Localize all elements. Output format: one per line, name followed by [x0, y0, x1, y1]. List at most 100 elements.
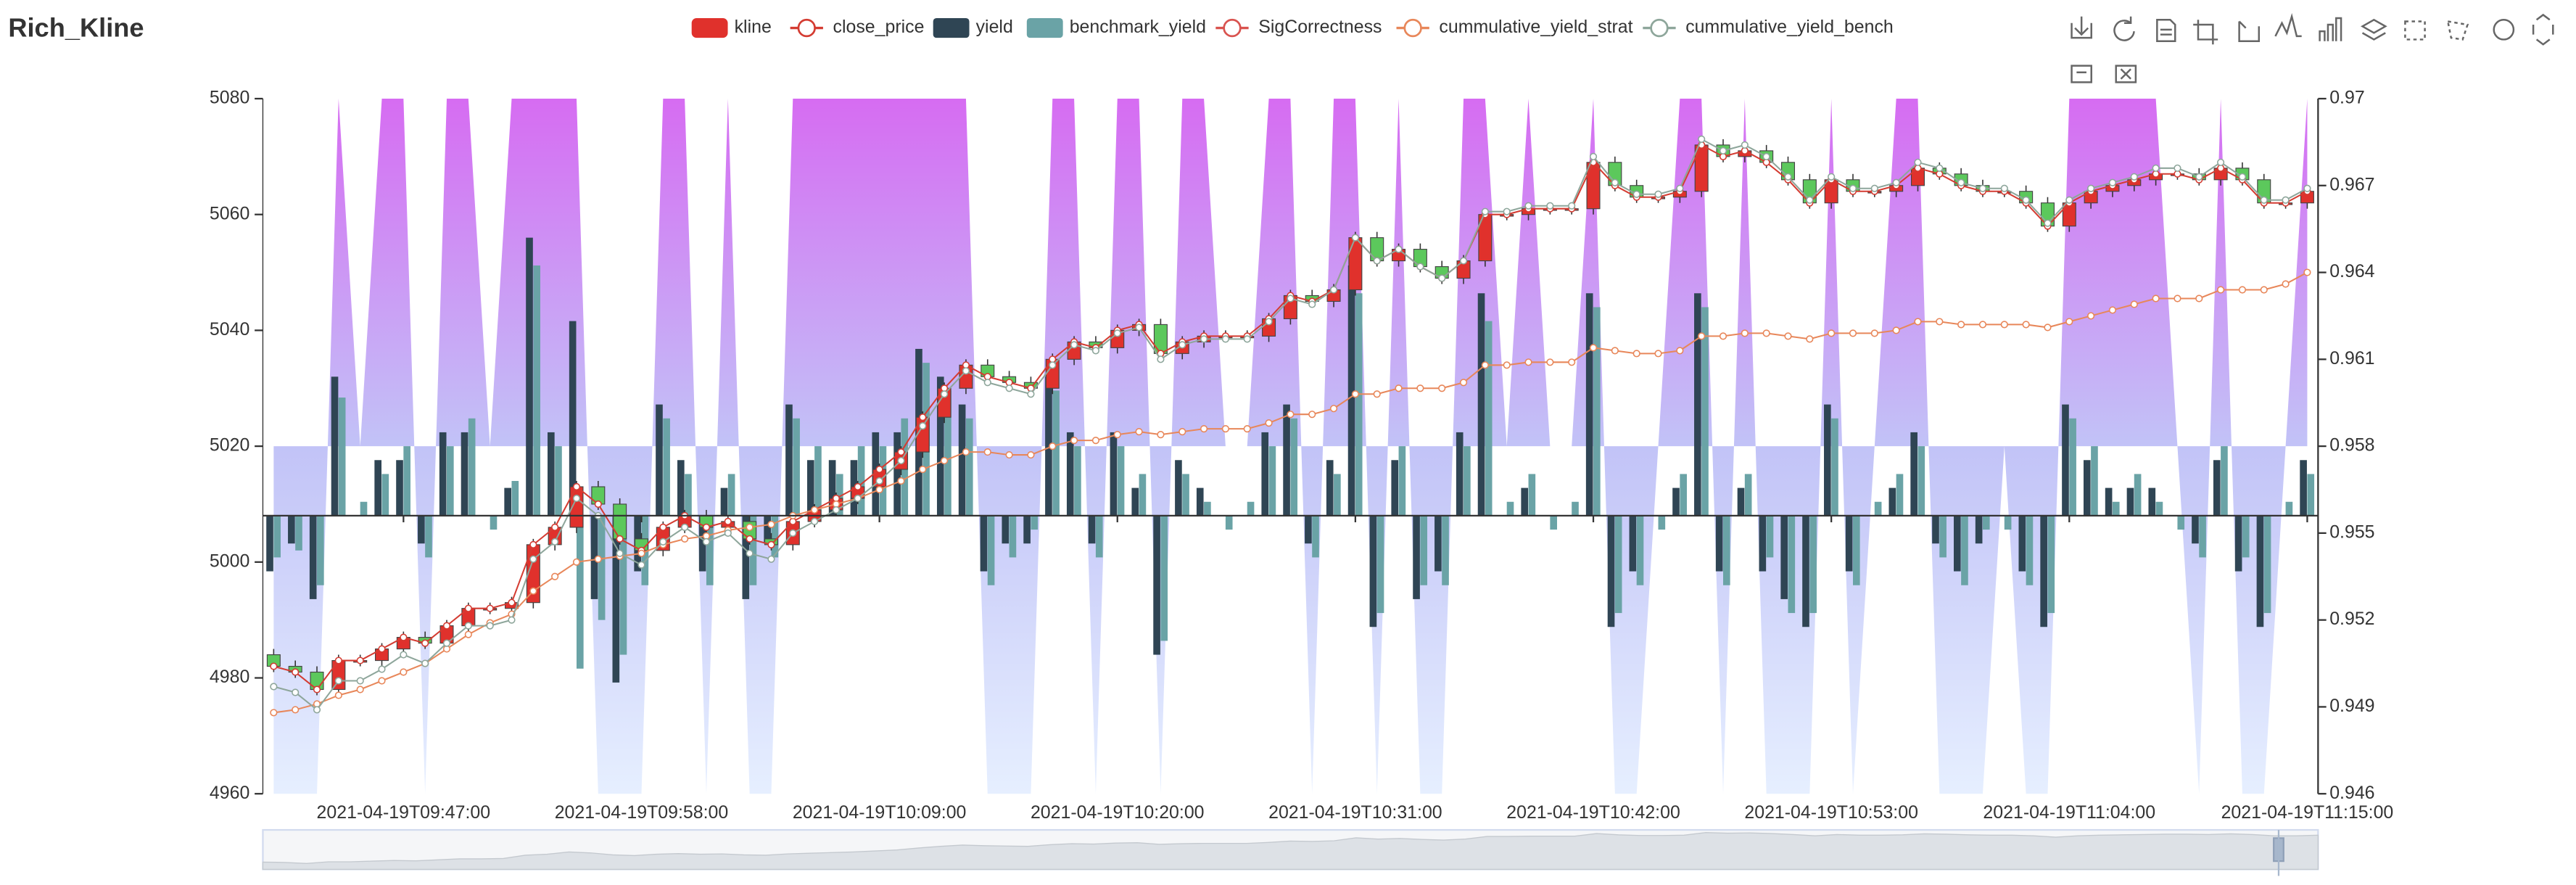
- line-marker: [1914, 158, 1922, 166]
- bar: [677, 460, 685, 516]
- bar: [2018, 515, 2026, 572]
- bar: [814, 446, 822, 516]
- line-marker: [2303, 184, 2311, 192]
- toolbox-icon[interactable]: [2446, 20, 2469, 41]
- bar: [706, 515, 714, 585]
- line-marker: [1243, 335, 1251, 343]
- toolbox-icon[interactable]: [2113, 16, 2135, 41]
- line-marker: [1957, 321, 1965, 329]
- toolbox-icon[interactable]: [2238, 20, 2261, 42]
- line-marker: [637, 549, 645, 557]
- bar: [1759, 515, 1767, 572]
- bar: [2026, 515, 2034, 585]
- bar: [490, 515, 498, 530]
- line-marker: [572, 494, 581, 503]
- line-marker: [854, 494, 862, 503]
- bar: [1477, 293, 1485, 516]
- toolbox-icon[interactable]: [2404, 20, 2426, 41]
- line-marker: [1438, 384, 1446, 392]
- bar: [2062, 404, 2069, 516]
- line-marker: [2238, 173, 2247, 181]
- toolbox-icon[interactable]: [2156, 19, 2176, 42]
- toolbox-icon[interactable]: [2071, 65, 2092, 83]
- bar: [742, 515, 750, 599]
- line-marker: [2044, 324, 2052, 332]
- bar: [2307, 474, 2315, 516]
- line-marker: [1091, 437, 1100, 445]
- line-marker: [919, 413, 927, 421]
- line-marker: [1178, 428, 1186, 436]
- toolbox-icon[interactable]: [2360, 18, 2387, 41]
- bar: [2199, 515, 2206, 558]
- bar: [727, 474, 735, 516]
- line-marker: [2174, 164, 2181, 172]
- line-marker: [1243, 425, 1251, 433]
- line-marker: [897, 456, 905, 465]
- bar: [2134, 474, 2142, 516]
- toolbox-icon[interactable]: [2319, 17, 2342, 41]
- bar: [1009, 515, 1017, 558]
- candle-body: [331, 659, 346, 691]
- bar: [1131, 487, 1139, 516]
- y2-tick-label: 0.946: [2329, 783, 2374, 803]
- line-marker: [334, 691, 342, 699]
- bar: [1326, 460, 1334, 516]
- bar: [656, 404, 663, 516]
- bar: [1196, 487, 1204, 516]
- legend-label: SigCorrectness: [1258, 17, 1382, 37]
- toolbox-icon[interactable]: [2532, 13, 2554, 46]
- bar: [1550, 515, 1557, 530]
- bar: [1247, 501, 1255, 516]
- line-marker: [1157, 431, 1165, 439]
- x-tick-label: 2021-04-19T10:09:00: [793, 802, 967, 823]
- candle-body: [1586, 162, 1601, 210]
- bar: [1391, 460, 1399, 516]
- bar: [619, 515, 627, 655]
- bar: [1305, 515, 1312, 544]
- x-tick-label: 2021-04-19T11:15:00: [2221, 802, 2394, 823]
- line-marker: [1568, 358, 1576, 366]
- bar: [2155, 501, 2163, 516]
- bar: [2004, 515, 2012, 530]
- toolbox-icon[interactable]: [2193, 20, 2218, 45]
- line-marker: [1784, 332, 1792, 340]
- line-marker: [1200, 425, 1208, 433]
- line-marker: [811, 506, 819, 514]
- bar: [1961, 515, 1968, 585]
- bar: [2300, 460, 2307, 516]
- bar: [1932, 515, 1939, 544]
- x-tick-label: 2021-04-19T10:20:00: [1031, 802, 1205, 823]
- line-marker: [1091, 347, 1100, 355]
- bar: [936, 376, 944, 516]
- toolbox-icon[interactable]: [2115, 65, 2137, 83]
- line-marker: [854, 482, 862, 491]
- bar: [1701, 307, 1709, 516]
- toolbox-icon[interactable]: [2071, 16, 2092, 39]
- y-tick-label: 5020: [210, 435, 249, 456]
- bar: [1614, 515, 1622, 614]
- bar: [749, 515, 757, 585]
- toolbox-icon[interactable]: [2274, 13, 2302, 38]
- line-marker: [270, 683, 278, 691]
- line-marker: [789, 529, 797, 537]
- line-marker: [508, 616, 516, 624]
- toolbox-icon[interactable]: [2493, 19, 2515, 41]
- line-marker: [659, 538, 667, 546]
- line-marker: [1546, 202, 1554, 210]
- bar: [374, 460, 382, 516]
- line-marker: [1459, 257, 1468, 265]
- candle-body: [1694, 144, 1709, 192]
- line-marker: [616, 535, 624, 543]
- bar: [555, 446, 562, 516]
- line-marker: [897, 477, 905, 485]
- bar: [944, 390, 951, 516]
- bar: [504, 487, 511, 516]
- line-marker: [2174, 295, 2181, 302]
- bar: [317, 515, 324, 585]
- bar: [1824, 404, 1831, 516]
- bar: [403, 446, 410, 516]
- line-marker: [637, 561, 645, 569]
- line-marker: [1806, 335, 1814, 343]
- bar: [1074, 446, 1081, 516]
- bar: [1852, 515, 1860, 585]
